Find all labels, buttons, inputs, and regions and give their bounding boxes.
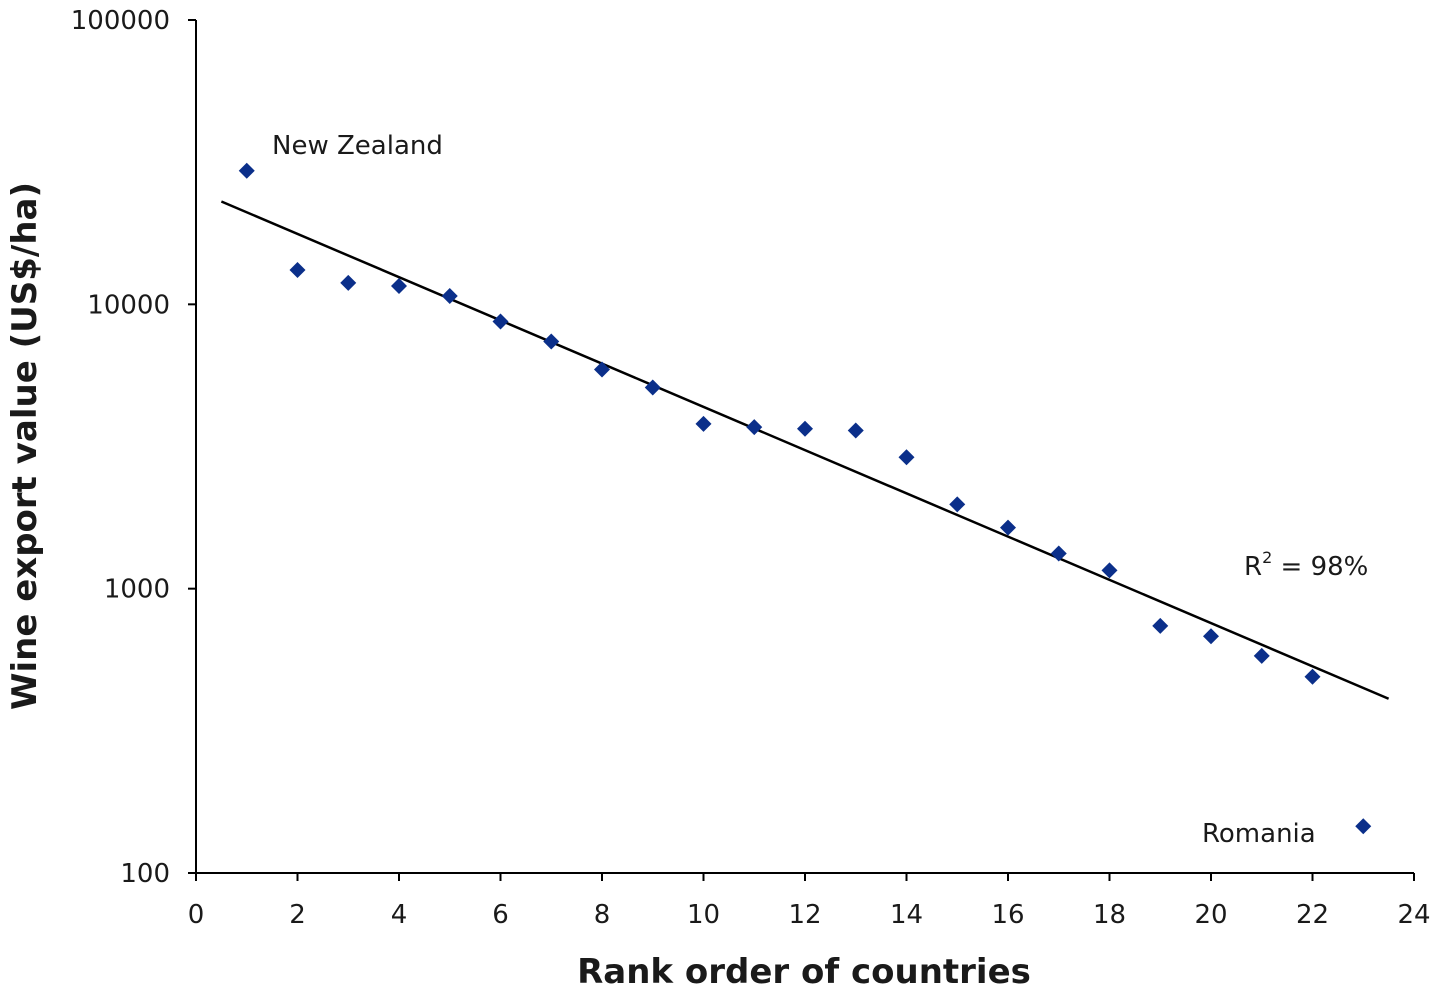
- x-tick-label: 22: [1296, 900, 1329, 930]
- x-axis-ticks: 0 2 4 6 8 10 12 14 16 18 20 22 24: [188, 873, 1431, 930]
- r2-rest: = 98%: [1272, 552, 1368, 582]
- data-point: [644, 379, 661, 396]
- data-points: [238, 162, 1372, 835]
- data-point: [746, 419, 763, 436]
- data-point: [1050, 545, 1067, 562]
- data-point: [949, 496, 966, 513]
- x-tick-label: 2: [289, 900, 306, 930]
- data-point: [1355, 818, 1372, 835]
- r2-superscript: 2: [1262, 548, 1272, 567]
- y-tick-label: 10000: [87, 290, 170, 320]
- data-point: [391, 278, 407, 295]
- data-point: [1253, 647, 1270, 664]
- x-tick-label: 4: [391, 900, 408, 930]
- data-point: [797, 420, 813, 437]
- data-point: [289, 262, 306, 279]
- data-point: [594, 361, 610, 378]
- data-point: [238, 162, 255, 179]
- annotation-r-squared: R2 = 98%: [1244, 548, 1368, 582]
- y-tick-label: 100000: [71, 6, 170, 36]
- x-tick-label: 14: [890, 900, 923, 930]
- data-point: [847, 422, 864, 439]
- x-tick-label: 0: [188, 900, 205, 930]
- y-tick-label: 100: [120, 859, 170, 889]
- x-tick-label: 18: [1093, 900, 1126, 930]
- data-point: [1152, 617, 1169, 634]
- annotation-romania: Romania: [1202, 819, 1316, 849]
- x-axis-title: Rank order of countries: [577, 952, 1031, 991]
- annotation-new-zealand: New Zealand: [272, 131, 443, 161]
- y-axis-ticks: 100 1000 10000 100000: [71, 6, 196, 889]
- data-point: [441, 287, 458, 304]
- data-point: [1304, 668, 1321, 685]
- r2-base: R: [1244, 552, 1262, 582]
- x-tick-label: 24: [1397, 900, 1430, 930]
- data-point: [340, 274, 357, 291]
- x-tick-label: 6: [492, 900, 509, 930]
- data-point: [1000, 519, 1016, 536]
- x-tick-label: 10: [687, 900, 720, 930]
- data-point: [543, 333, 560, 350]
- trendline: [220, 200, 1390, 700]
- x-tick-label: 20: [1194, 900, 1227, 930]
- y-tick-label: 1000: [104, 575, 170, 605]
- x-tick-label: 12: [788, 900, 821, 930]
- y-axis-title: Wine export value (US$/ha): [5, 182, 45, 710]
- data-point: [1101, 562, 1118, 579]
- data-point: [898, 449, 915, 466]
- data-point: [1203, 628, 1219, 645]
- x-tick-label: 16: [991, 900, 1024, 930]
- data-point: [492, 313, 509, 330]
- data-point: [695, 415, 712, 432]
- x-tick-label: 8: [594, 900, 611, 930]
